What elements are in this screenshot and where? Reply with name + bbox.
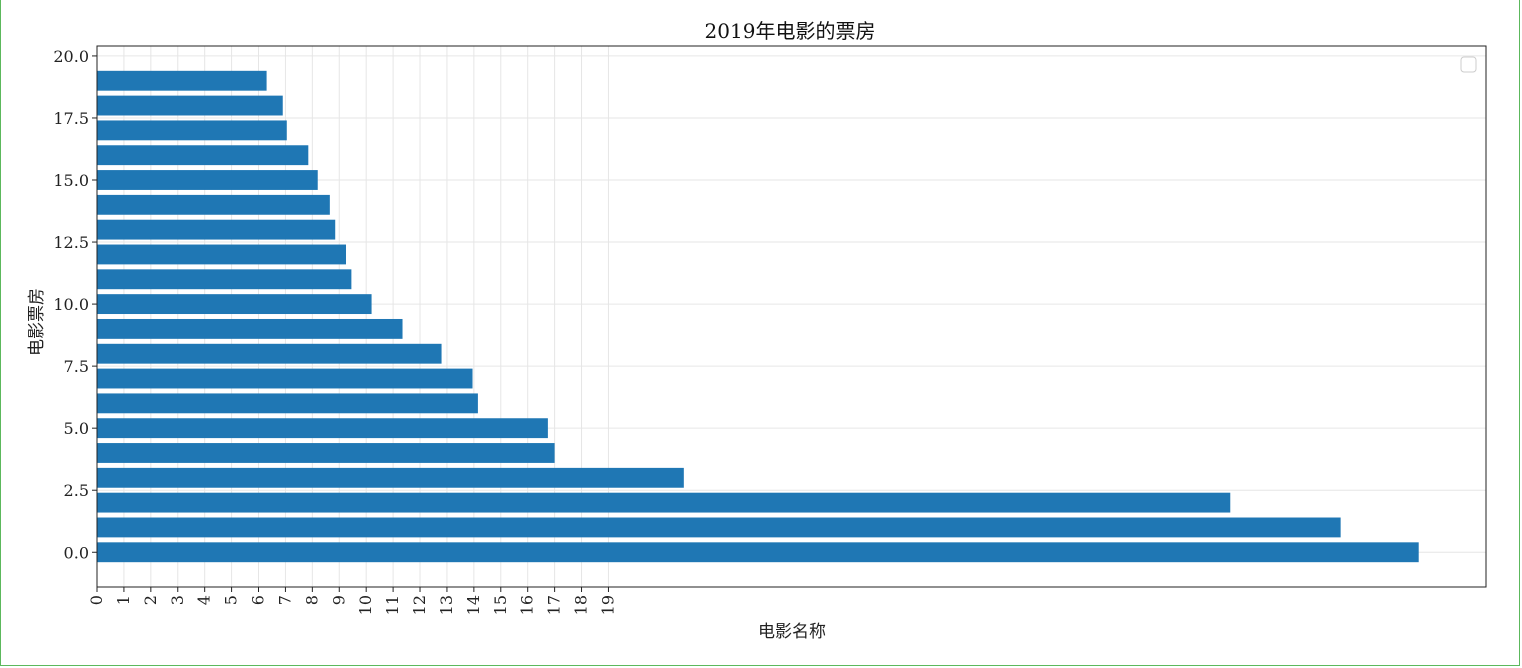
x-tick-label: 2 bbox=[141, 595, 160, 605]
bar bbox=[97, 70, 267, 91]
x-tick-label: 9 bbox=[329, 595, 348, 605]
x-tick-label: 14 bbox=[464, 595, 483, 615]
y-tick-label: 10.0 bbox=[53, 295, 89, 314]
x-tick-label: 6 bbox=[249, 595, 268, 605]
chart-title: 2019年电影的票房 bbox=[705, 19, 876, 43]
y-axis-ticks: 0.0 2.5 5.0 7.5 10.0 12.5 15.0 17.5 20.0 bbox=[53, 47, 97, 562]
x-tick-label: 18 bbox=[572, 595, 591, 615]
bars-group bbox=[97, 70, 1419, 563]
x-tick-label: 12 bbox=[410, 595, 429, 615]
bar bbox=[97, 418, 548, 439]
x-tick-label: 1 bbox=[114, 595, 133, 605]
y-tick-label: 7.5 bbox=[64, 357, 89, 376]
x-tick-label: 0 bbox=[87, 595, 106, 605]
bar bbox=[97, 542, 1419, 563]
x-tick-label: 8 bbox=[302, 595, 321, 605]
x-tick-label: 5 bbox=[222, 595, 241, 605]
y-tick-label: 5.0 bbox=[64, 419, 89, 438]
bar bbox=[97, 95, 283, 116]
bar bbox=[97, 170, 318, 190]
bar bbox=[97, 393, 478, 414]
y-axis-label: 电影票房 bbox=[27, 288, 47, 356]
bar bbox=[97, 492, 1231, 513]
x-tick-label: 7 bbox=[275, 595, 294, 605]
bar bbox=[97, 219, 336, 240]
bar bbox=[97, 343, 442, 364]
plot-area-border bbox=[96, 45, 1487, 588]
bar bbox=[97, 517, 1341, 538]
bar bbox=[97, 318, 403, 339]
legend-box bbox=[1460, 56, 1477, 73]
x-tick-label: 19 bbox=[598, 595, 617, 615]
y-tick-label: 15.0 bbox=[53, 171, 89, 190]
x-tick-label: 4 bbox=[195, 595, 214, 605]
y-tick-label: 20.0 bbox=[53, 47, 89, 66]
x-tick-label: 13 bbox=[437, 595, 456, 615]
x-tick-label: 17 bbox=[545, 595, 564, 615]
x-axis-ticks: 0 1 2 3 4 5 6 7 8 9 10 11 12 13 14 15 16 17 18 19 bbox=[87, 587, 617, 615]
chart-frame-edge bbox=[0, 0, 1, 666]
y-tick-label: 0.0 bbox=[64, 543, 89, 562]
bar bbox=[97, 244, 346, 265]
bar bbox=[97, 269, 352, 290]
bar bbox=[97, 368, 473, 389]
y-tick-label: 12.5 bbox=[53, 233, 89, 252]
bar bbox=[97, 467, 684, 488]
y-tick-label: 2.5 bbox=[64, 481, 89, 500]
bar bbox=[97, 145, 309, 166]
x-axis-label: 电影名称 bbox=[758, 622, 826, 642]
x-tick-label: 11 bbox=[383, 595, 402, 615]
bar bbox=[97, 443, 555, 463]
x-tick-label: 3 bbox=[168, 595, 187, 605]
bar bbox=[97, 120, 287, 141]
x-tick-label: 15 bbox=[491, 595, 510, 615]
bar bbox=[97, 294, 372, 315]
bar bbox=[97, 194, 330, 215]
y-tick-label: 17.5 bbox=[53, 109, 89, 128]
x-tick-label: 10 bbox=[356, 595, 375, 615]
x-tick-label: 16 bbox=[518, 595, 537, 615]
